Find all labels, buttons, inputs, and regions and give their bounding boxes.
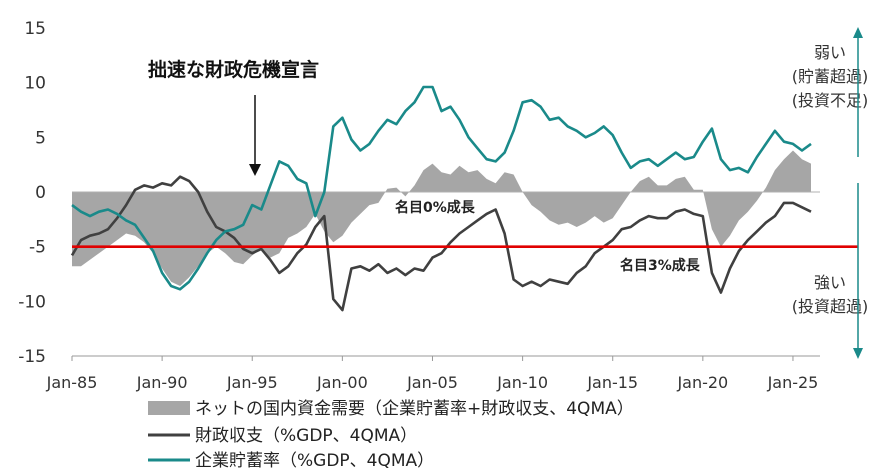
x-tick-label: Jan-25: [767, 373, 819, 392]
strong-label-2: (投資超過): [792, 297, 869, 316]
y-tick-label: 15: [24, 19, 46, 39]
legend-label-corporate: 企業貯蓄率（%GDP、4QMA）: [195, 451, 434, 471]
y-tick-label: -10: [18, 292, 46, 312]
y-tick-label: 0: [35, 183, 46, 203]
x-tick-label: Jan-20: [676, 373, 728, 392]
plot-area: [70, 85, 858, 312]
x-tick-label: Jan-95: [226, 373, 278, 392]
weak-label-1: 弱い: [814, 43, 846, 62]
crisis-arrow-head: [249, 164, 261, 176]
legend: ネットの国内資金需要（企業貯蓄率+財政収支、4QMA） 財政収支（%GDP、4Q…: [148, 399, 634, 471]
series-area-net-domestic-demand: [72, 150, 811, 286]
y-tick-label: -5: [29, 238, 46, 258]
y-axis: 15 10 5 0 -5 -10 -15: [18, 19, 46, 367]
crisis-declaration-annotation: 拙速な財政危機宣言: [148, 58, 319, 81]
legend-swatch-net-demand: [148, 401, 190, 415]
weak-label-3: (投資不足): [792, 91, 869, 110]
series-line-corporate-savings: [71, 85, 812, 291]
x-tick-label: Jan-90: [136, 373, 188, 392]
x-tick-label: Jan-05: [406, 373, 458, 392]
y-tick-label: 10: [24, 74, 46, 94]
x-tick-label: Jan-10: [496, 373, 548, 392]
y-tick-label: -15: [18, 347, 46, 367]
y-tick-label: 5: [35, 128, 46, 148]
nominal-zero-label: 名目0%成長: [395, 199, 476, 216]
nominal-three-label: 名目3%成長: [620, 257, 701, 274]
x-axis: Jan-85 Jan-90 Jan-95 Jan-00 Jan-05 Jan-10 Jan-…: [46, 355, 820, 392]
legend-label-net-demand: ネットの国内資金需要（企業貯蓄率+財政収支、4QMA）: [195, 399, 634, 419]
strong-label-1: 強い: [814, 273, 846, 292]
x-tick-label: Jan-85: [46, 373, 98, 392]
x-tick-label: Jan-15: [586, 373, 638, 392]
x-tick-label: Jan-00: [316, 373, 368, 392]
legend-label-fiscal: 財政収支（%GDP、4QMA）: [195, 426, 417, 446]
down-arrow-icon: [853, 183, 863, 359]
up-arrow-icon: [853, 27, 863, 157]
weak-label-2: (貯蓄超過): [792, 67, 869, 86]
series-line-fiscal-balance: [70, 175, 812, 312]
